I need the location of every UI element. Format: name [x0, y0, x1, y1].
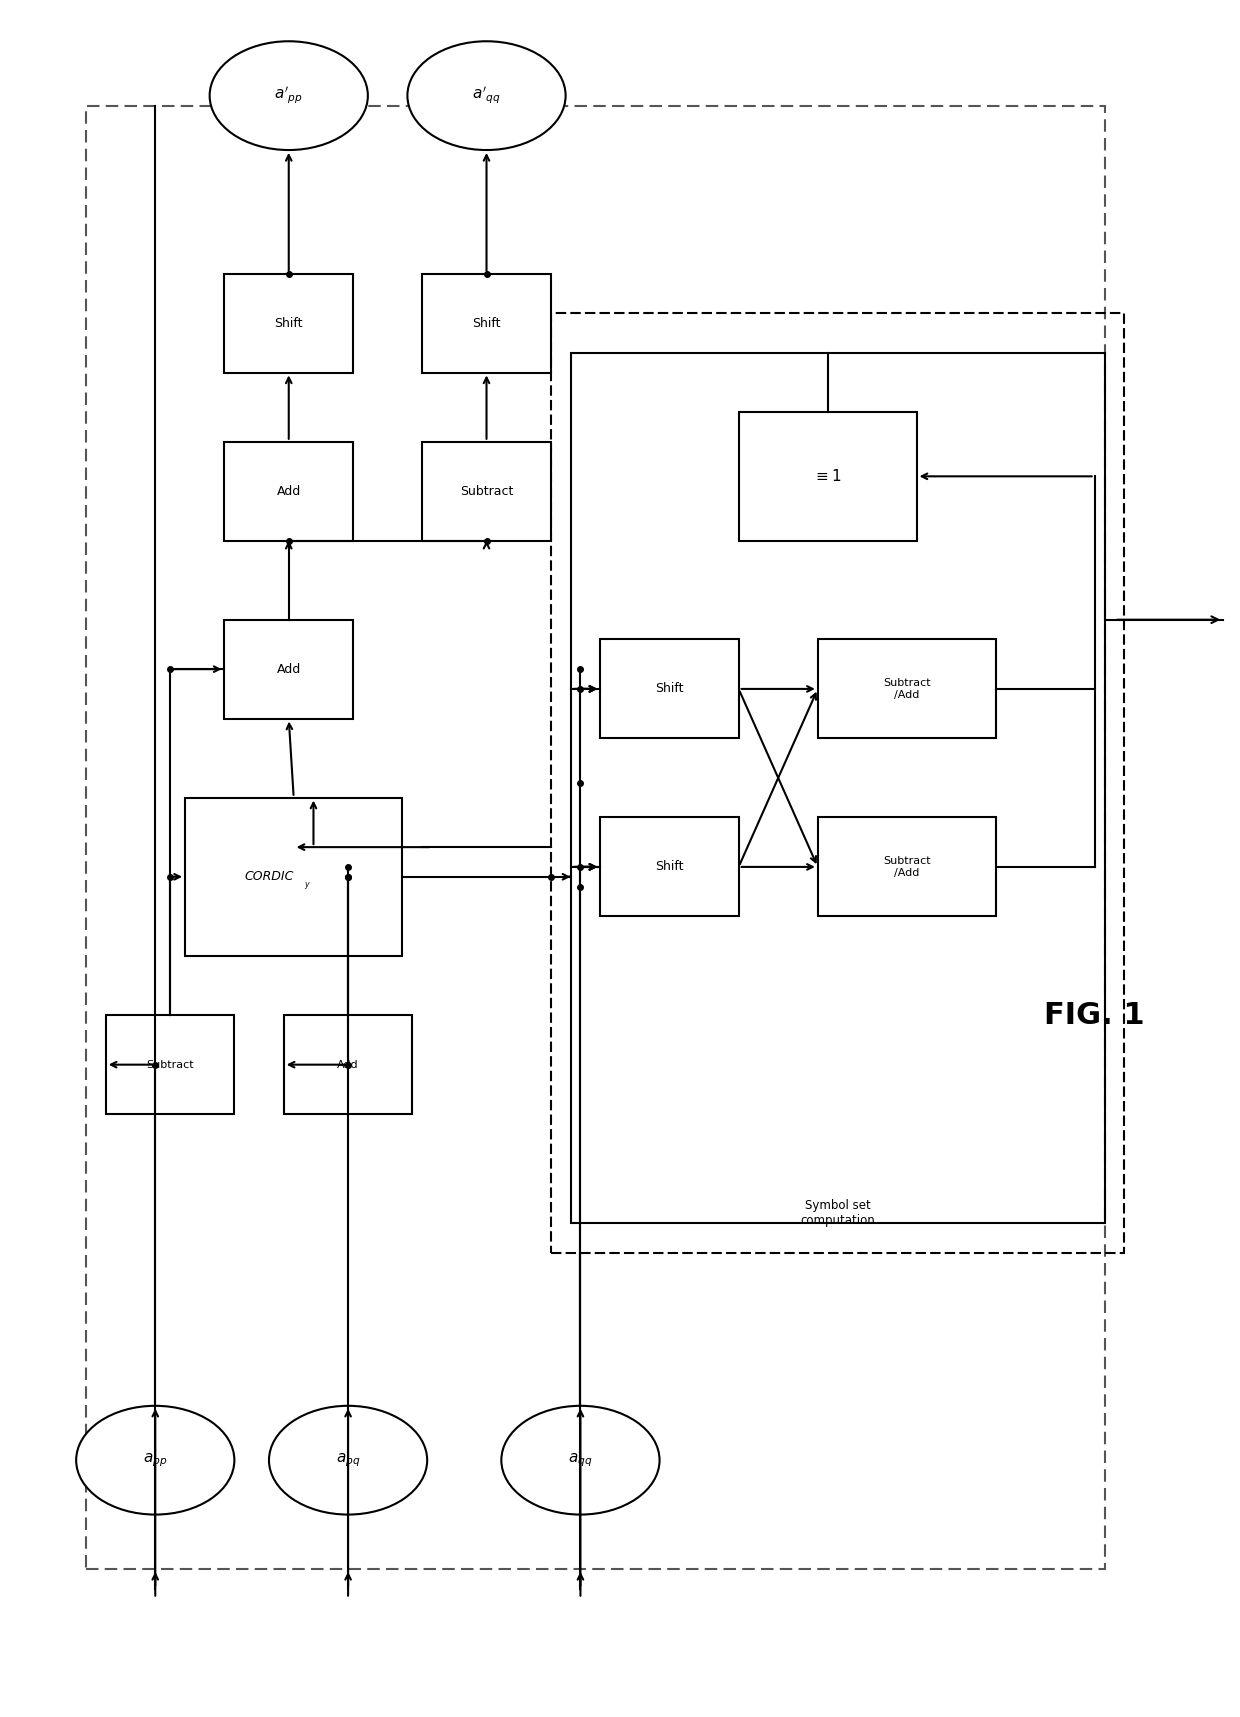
Bar	[224, 620, 353, 719]
Bar	[817, 639, 996, 738]
Text: $a_{pp}$: $a_{pp}$	[143, 1451, 167, 1470]
Bar	[86, 105, 1105, 1569]
Bar	[570, 352, 1105, 1223]
Text: Symbol set
computation: Symbol set computation	[800, 1198, 875, 1228]
Text: Subtract: Subtract	[460, 484, 513, 498]
Ellipse shape	[210, 41, 368, 149]
Bar	[185, 798, 403, 956]
Text: Add: Add	[277, 663, 301, 676]
Text: Subtract
/Add: Subtract /Add	[883, 857, 930, 877]
Text: $a_{qq}$: $a_{qq}$	[568, 1451, 593, 1470]
Text: $a_{pq}$: $a_{pq}$	[336, 1451, 361, 1470]
Text: Add: Add	[337, 1059, 358, 1070]
Text: $\equiv 1$: $\equiv 1$	[813, 469, 842, 484]
Bar	[551, 312, 1125, 1252]
Text: CORDIC: CORDIC	[244, 871, 294, 883]
Text: $a'_{qq}$: $a'_{qq}$	[472, 86, 501, 106]
Text: Shift: Shift	[472, 316, 501, 330]
Ellipse shape	[269, 1406, 428, 1514]
Bar	[224, 273, 353, 373]
Bar	[224, 441, 353, 541]
Ellipse shape	[501, 1406, 660, 1514]
Bar	[600, 817, 739, 917]
Text: Subtract: Subtract	[146, 1059, 193, 1070]
Bar	[284, 1015, 413, 1114]
Text: $a'_{pp}$: $a'_{pp}$	[274, 86, 303, 106]
Text: Shift: Shift	[655, 860, 683, 874]
Bar	[600, 639, 739, 738]
Bar	[739, 412, 916, 541]
Text: Shift: Shift	[274, 316, 303, 330]
Text: Shift: Shift	[655, 682, 683, 695]
Bar	[423, 273, 551, 373]
Ellipse shape	[76, 1406, 234, 1514]
Text: FIG. 1: FIG. 1	[1044, 1001, 1145, 1030]
Text: $_{y}$: $_{y}$	[304, 881, 310, 893]
Bar	[105, 1015, 234, 1114]
Text: Add: Add	[277, 484, 301, 498]
Bar	[817, 817, 996, 917]
Ellipse shape	[408, 41, 565, 149]
Text: Subtract
/Add: Subtract /Add	[883, 678, 930, 701]
Bar	[423, 441, 551, 541]
